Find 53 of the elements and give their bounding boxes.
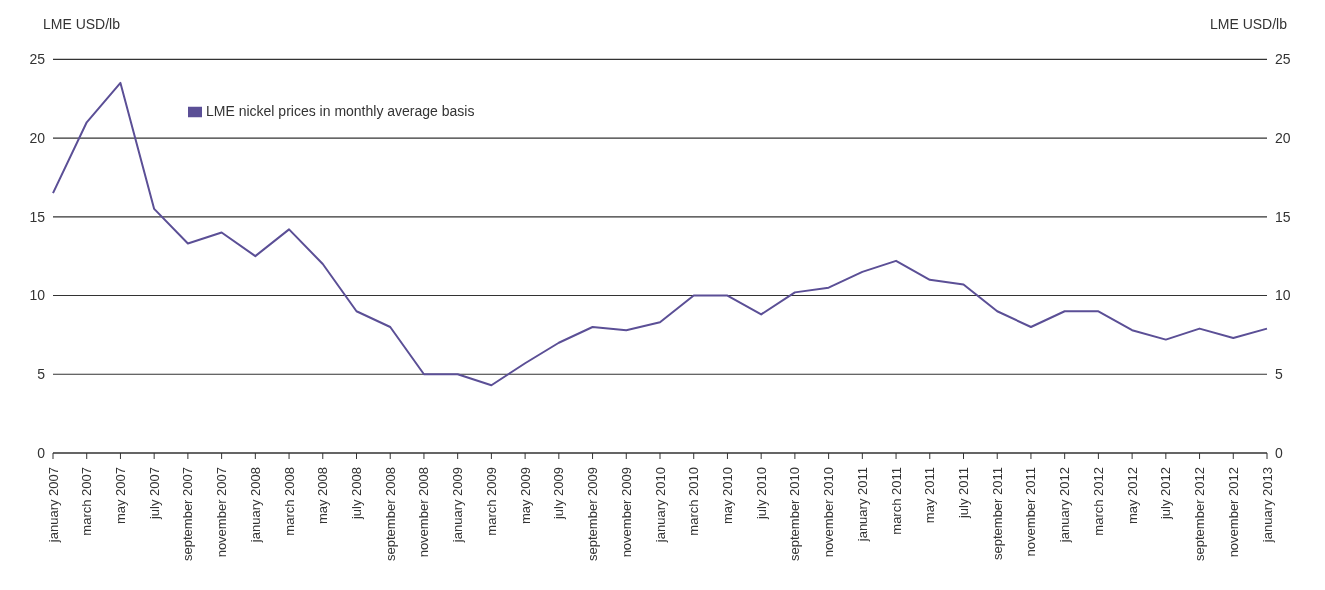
x-tick-label: january 2008 <box>247 467 263 544</box>
x-tick-label: september 2007 <box>180 467 196 561</box>
x-tick-label: september 2012 <box>1192 467 1208 561</box>
y-tick-label: 10 <box>29 287 46 304</box>
x-tick-label: may 2012 <box>1124 467 1140 525</box>
x-tick-label: september 2009 <box>585 467 601 561</box>
x-tick-label: january 2010 <box>652 467 668 544</box>
line-series <box>52 81 1268 387</box>
legend-label: LME nickel prices in monthly average basis <box>206 103 475 119</box>
y-axis-title: LME USD/lb <box>43 16 121 32</box>
x-tick-label: march 2008 <box>281 467 297 536</box>
x-tick-label: july 2011 <box>956 467 971 520</box>
x-tick-label: march 2007 <box>79 467 95 536</box>
x-tick-label: november 2009 <box>618 467 634 558</box>
x-tick-label: march 2010 <box>686 467 702 536</box>
y2-axis-title: LME USD/lb <box>1209 16 1287 32</box>
x-tick-label: july 2007 <box>146 467 162 521</box>
x-tick-label: november 2011 <box>1023 467 1039 557</box>
x-tick-label: may 2009 <box>517 467 533 525</box>
x-tick-label: november 2010 <box>821 467 837 558</box>
y-tick-label: 0 <box>37 444 46 461</box>
x-tick-label: january 2013 <box>1259 467 1275 544</box>
y2-tick-label: 25 <box>1275 51 1291 68</box>
x-tick-label: november 2007 <box>214 467 230 558</box>
x-tick-label: january 2007 <box>45 467 61 544</box>
x-tick-label: november 2008 <box>416 467 432 558</box>
x-tick-label: july 2010 <box>753 467 769 521</box>
x-tick-label: march 2011 <box>888 467 904 535</box>
x-tick-label: july 2012 <box>1158 467 1174 521</box>
x-tick-label: january 2009 <box>450 467 466 544</box>
x-tick-label: may 2008 <box>315 467 331 525</box>
x-tick-label: may 2007 <box>112 467 128 525</box>
y-tick-label: 25 <box>29 51 46 68</box>
y-tick-label: 15 <box>29 208 46 225</box>
x-tick-label: september 2011 <box>989 467 1005 560</box>
x-tick-label: july 2009 <box>551 467 567 521</box>
y2-tick-label: 20 <box>1275 130 1291 147</box>
y-tick-label: 5 <box>37 366 46 383</box>
x-tick-label: march 2012 <box>1090 467 1106 536</box>
x-tick-label: march 2009 <box>483 467 499 536</box>
y2-tick-label: 15 <box>1275 208 1291 225</box>
x-tick-label: may 2010 <box>719 467 735 525</box>
x-tick-label: january 2012 <box>1057 467 1073 544</box>
x-tick-label: september 2008 <box>382 467 398 561</box>
x-tick-label: may 2011 <box>922 467 938 524</box>
x-tick-label: january 2011 <box>854 467 870 543</box>
y2-tick-label: 5 <box>1275 366 1283 383</box>
x-tick-label: july 2008 <box>349 467 364 521</box>
x-tick-label: september 2010 <box>787 467 803 561</box>
y2-tick-label: 10 <box>1275 287 1291 304</box>
x-tick-label: november 2012 <box>1225 467 1241 558</box>
y2-tick-label: 0 <box>1275 444 1283 461</box>
y-tick-label: 20 <box>29 130 46 147</box>
